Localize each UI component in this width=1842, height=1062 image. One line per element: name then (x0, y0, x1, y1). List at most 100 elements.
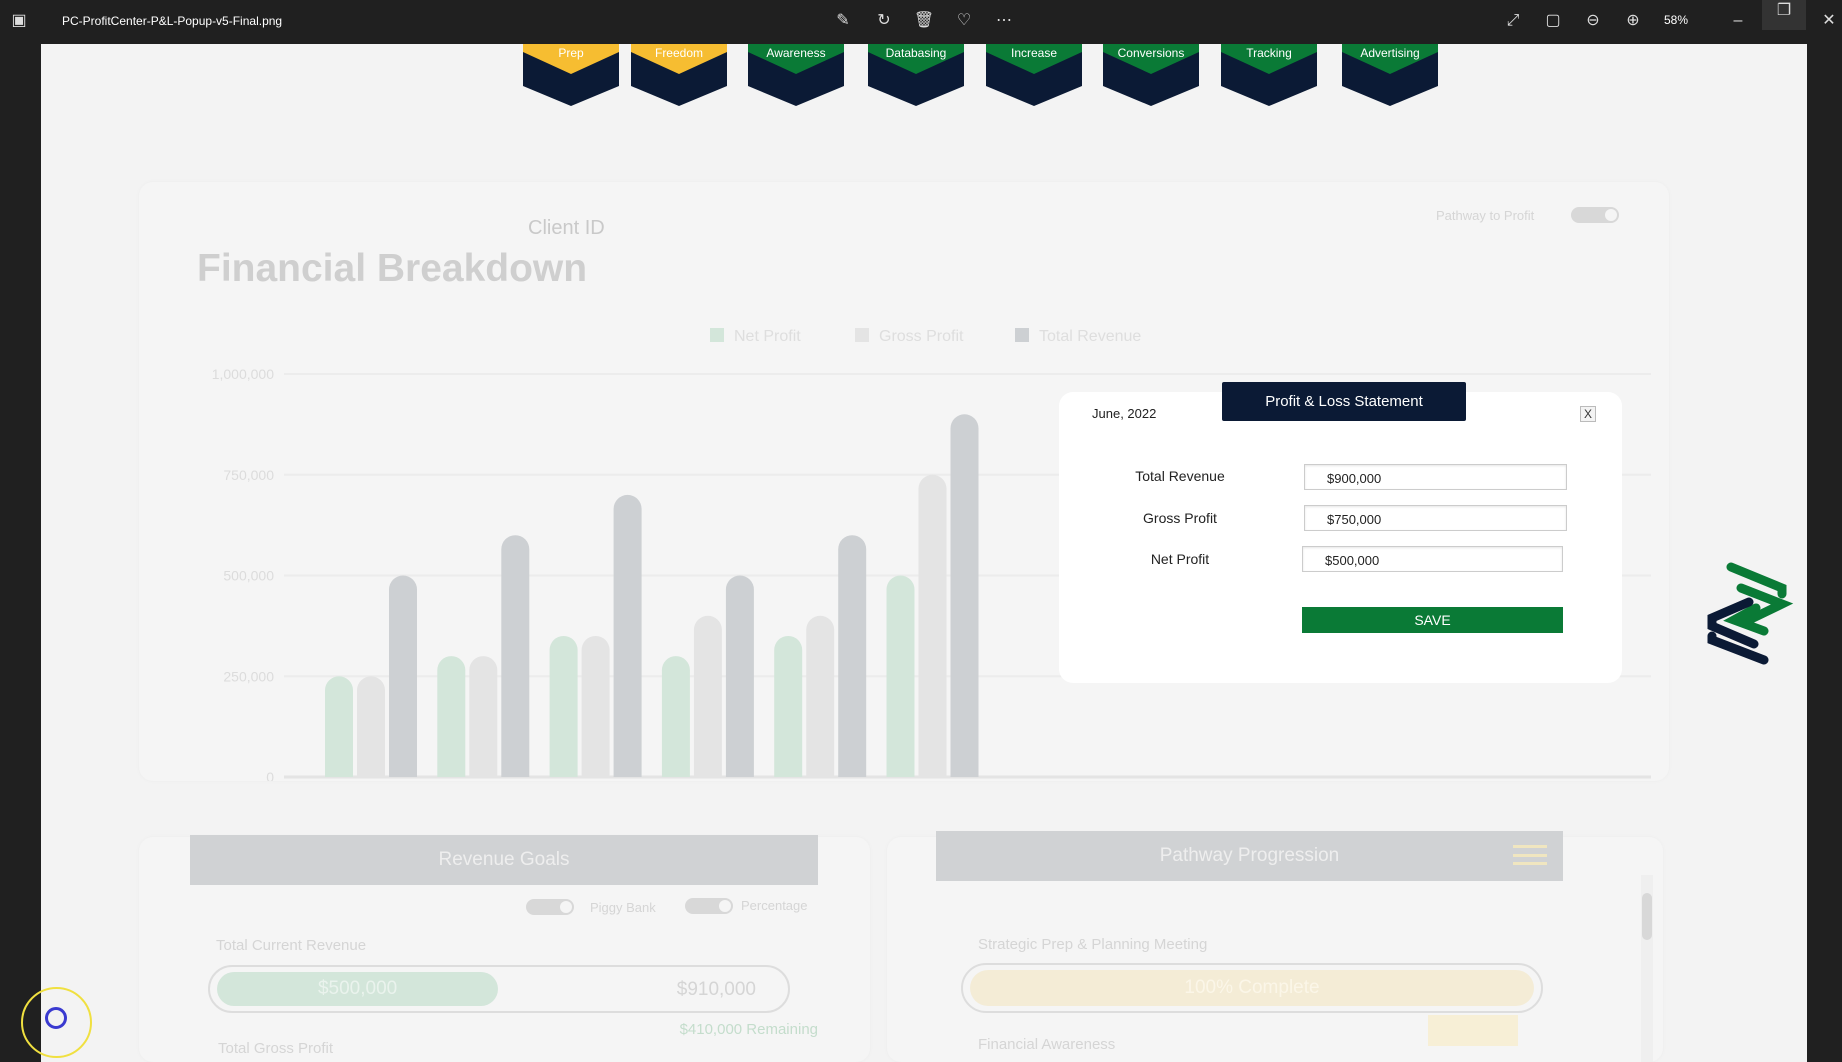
bar-total-revenue[interactable] (389, 575, 417, 778)
zoom-level: 58% (1664, 13, 1689, 27)
bar-gross-profit[interactable] (918, 474, 947, 777)
bar-net-profit[interactable] (774, 635, 803, 777)
pathway-to-profit-toggle[interactable] (1571, 207, 1619, 223)
bar-net-profit[interactable] (325, 676, 353, 777)
banner-databasing[interactable]: Databasing (868, 44, 964, 106)
revenue-progress-fill: $500,000 (217, 972, 499, 1006)
bar-net-profit[interactable] (549, 635, 578, 777)
hand-cursor-icon (45, 1007, 67, 1029)
image-canvas: Prep Freedom Awareness Databasing Increase Co… (41, 44, 1807, 1062)
piggy-bank-label: Piggy Bank (590, 900, 656, 915)
legend-label[interactable]: Total Revenue (1039, 328, 1141, 345)
bar-gross-profit[interactable] (806, 615, 835, 777)
cursor-highlight (21, 987, 92, 1058)
menu-icon[interactable] (1513, 845, 1547, 865)
minimize-icon[interactable]: – (1733, 12, 1743, 29)
pathway-progress-fill: 100% Complete (970, 970, 1534, 1006)
file-name: PC-ProfitCenter-P&L-Popup-v5-Final.png (62, 14, 283, 28)
banner-advertising[interactable]: Advertising (1342, 44, 1438, 106)
more-icon[interactable]: ⋯ (996, 12, 1012, 29)
revenue-goal-value: $910,000 (676, 979, 756, 1000)
scrollbar-thumb[interactable] (1642, 893, 1652, 940)
y-tick-label: 500,000 (223, 568, 274, 584)
revenue-goals-card: Revenue Goals Piggy Bank Percentage Tota… (139, 835, 870, 1062)
banner-label: Databasing (885, 46, 947, 60)
bar-gross-profit[interactable] (469, 656, 498, 777)
banner-label: Conversions (1117, 46, 1185, 60)
scrollbar[interactable] (1641, 875, 1653, 1062)
banner-freedom[interactable]: Freedom (631, 44, 727, 106)
fit-window-icon[interactable]: ▢ (1545, 12, 1561, 29)
edit-icon[interactable]: ✎ (836, 12, 850, 29)
bar-chart: 0250,000500,000750,0001,000,000JanFebMar… (212, 328, 1651, 781)
y-tick-label: 250,000 (223, 668, 274, 684)
total-gross-profit-label: Total Gross Profit (218, 1040, 334, 1057)
gross-profit-label: Gross Profit (1143, 510, 1217, 526)
bar-net-profit[interactable] (437, 656, 466, 777)
gross-profit-input[interactable]: $750,000 (1304, 505, 1567, 531)
banner-increase[interactable]: Increase (986, 44, 1082, 106)
banner-conversions[interactable]: Conversions (1103, 44, 1199, 106)
net-profit-label: Net Profit (1150, 551, 1210, 567)
percentage-label: Percentage (741, 898, 808, 913)
pl-statement-tab: Profit & Loss Statement (1222, 382, 1466, 421)
banner-label: Prep (558, 46, 584, 60)
pl-statement-popup: June, 2022 Profit & Loss Statement X Tot… (1059, 382, 1622, 683)
y-tick-label: 750,000 (223, 467, 274, 483)
bar-total-revenue[interactable] (725, 575, 754, 778)
legend-swatch (855, 328, 869, 342)
total-revenue-label: Total Revenue (1135, 468, 1225, 484)
legend-label[interactable]: Net Profit (734, 328, 801, 345)
legend-swatch (1015, 328, 1029, 342)
pathway-to-profit-label: Pathway to Profit (1436, 208, 1535, 223)
bar-gross-profit[interactable] (693, 615, 722, 777)
zoom-in-icon[interactable]: ⊕ (1626, 12, 1640, 29)
title-bar: ▣ PC-ProfitCenter-P&L-Popup-v5-Final.png… (0, 0, 1842, 44)
zoom-out-icon[interactable]: ⊖ (1586, 12, 1600, 29)
restore-icon[interactable]: ❐ (1762, 0, 1806, 30)
remaining-revenue: $410,000 Remaining (679, 1021, 818, 1038)
pathway-item-financial-awareness: Financial Awareness (978, 1036, 1116, 1053)
pathway-progression-title: Pathway Progression (1159, 845, 1340, 866)
bar-gross-profit[interactable] (357, 676, 385, 777)
bar-gross-profit[interactable] (581, 635, 610, 777)
company-logo (1707, 562, 1794, 665)
bar-total-revenue[interactable] (838, 535, 867, 777)
revenue-goals-header: Revenue Goals (190, 835, 818, 885)
pathway-action-button[interactable] (1428, 1015, 1518, 1046)
total-revenue-input[interactable]: $900,000 (1304, 464, 1567, 490)
bar-total-revenue[interactable] (501, 535, 530, 777)
delete-icon[interactable]: 🗑 (913, 12, 935, 29)
net-profit-input[interactable]: $500,000 (1302, 546, 1563, 572)
close-popup-button[interactable]: X (1580, 406, 1596, 422)
banner-label: Freedom (654, 46, 704, 60)
statement-date: June, 2022 (1092, 406, 1157, 421)
photos-app-icon: ▣ (11, 12, 27, 29)
y-tick-label: 1,000,000 (212, 366, 274, 382)
percentage-toggle[interactable] (685, 898, 733, 914)
bar-net-profit[interactable] (886, 575, 915, 778)
y-tick-label: 0 (266, 769, 274, 781)
rotate-icon[interactable]: ↻ (877, 12, 891, 29)
legend-swatch (710, 328, 724, 342)
bar-net-profit[interactable] (661, 656, 690, 777)
fullscreen-icon[interactable]: ⤢ (1506, 12, 1520, 29)
pathway-item-strategic-prep: Strategic Prep & Planning Meeting (978, 936, 1208, 953)
banner-label: Increase (1010, 46, 1058, 60)
banner-tracking[interactable]: Tracking (1221, 44, 1317, 106)
favorite-heart-icon[interactable]: ♡ (956, 12, 972, 29)
banner-prep[interactable]: Prep (523, 44, 619, 106)
page-title: Financial Breakdown (197, 247, 588, 290)
client-id: Client ID (528, 217, 605, 239)
banner-label: Tracking (1246, 46, 1292, 60)
bar-total-revenue[interactable] (950, 414, 979, 777)
pathway-progress-bar: 100% Complete (961, 963, 1543, 1013)
bar-total-revenue[interactable] (613, 494, 642, 777)
total-current-revenue-label: Total Current Revenue (216, 937, 367, 954)
legend-label[interactable]: Gross Profit (879, 328, 964, 345)
banner-label: Advertising (1360, 46, 1420, 60)
banner-awareness[interactable]: Awareness (748, 44, 844, 106)
close-window-icon[interactable]: ✕ (1822, 12, 1836, 29)
save-button[interactable]: SAVE (1302, 607, 1563, 633)
piggy-bank-toggle[interactable] (526, 899, 574, 915)
